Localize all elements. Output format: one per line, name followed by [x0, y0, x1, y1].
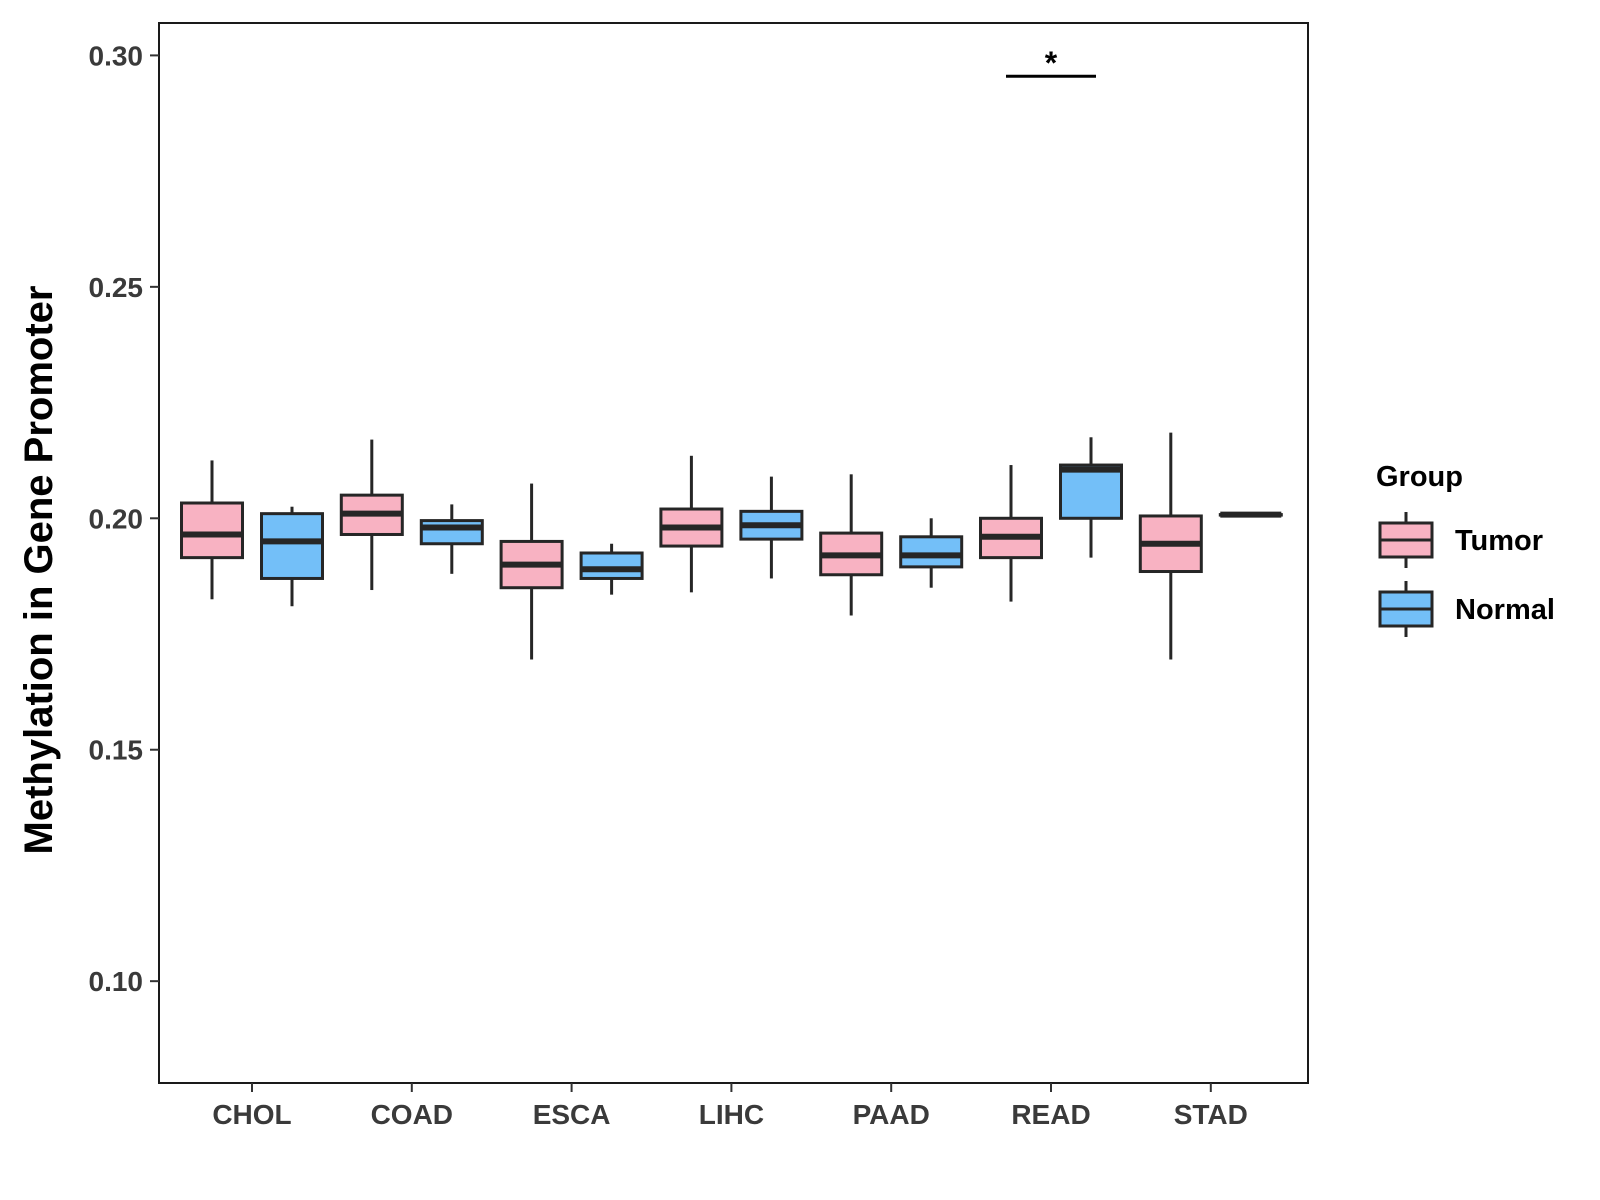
y-tick-label: 0.10: [89, 966, 144, 997]
box-normal-paad: [899, 518, 964, 588]
legend-key-normal: [1378, 581, 1434, 637]
box-normal-esca: [579, 543, 644, 595]
legend-label-tumor: Tumor: [1455, 525, 1543, 557]
annotations: *: [1006, 45, 1096, 81]
box-normal-coad: [419, 504, 484, 574]
x-tick-label: STAD: [1174, 1099, 1248, 1130]
x-tick-label: READ: [1011, 1099, 1090, 1130]
legend-key-tumor: [1378, 512, 1434, 568]
box-body: [899, 535, 964, 569]
x-tick-label: PAAD: [853, 1099, 930, 1130]
box-normal-lihc: [739, 476, 804, 579]
x-tick-label: CHOL: [212, 1099, 291, 1130]
legend-title: Group: [1376, 461, 1463, 493]
box-body: [419, 519, 484, 546]
plot-panel: [158, 22, 1309, 1084]
box-tumor-read: [979, 465, 1043, 602]
box-tumor-esca: [499, 483, 564, 660]
box-normal-chol: [260, 506, 324, 607]
box-tumor-stad: [1138, 432, 1203, 660]
box-normal-read: [1059, 437, 1123, 558]
y-axis-label: Methylation in Gene Promoter: [17, 286, 61, 855]
box-tumor-coad: [339, 439, 404, 591]
box-normal-stad: [1218, 511, 1283, 518]
y-tick-label: 0.20: [89, 503, 144, 534]
significance-star: *: [1045, 45, 1058, 81]
x-axis: CHOL COAD ESCA LIHC PAAD READ STAD: [212, 1083, 1248, 1130]
x-tick-label: ESCA: [533, 1099, 611, 1130]
box-body: [260, 512, 324, 580]
x-tick-label: COAD: [371, 1099, 453, 1130]
box-tumor-paad: [819, 474, 884, 616]
box-body: [180, 501, 244, 560]
y-axis: 0.10 0.15 0.20 0.25 0.30: [89, 40, 159, 997]
box-tumor-chol: [180, 460, 244, 600]
y-tick-label: 0.25: [89, 272, 144, 303]
x-tick-label: LIHC: [699, 1099, 764, 1130]
box-body: [1059, 463, 1123, 520]
boxes: [180, 432, 1283, 660]
y-tick-label: 0.15: [89, 735, 144, 766]
box-tumor-lihc: [659, 455, 724, 593]
box-body: [579, 551, 644, 580]
y-tick-label: 0.30: [89, 40, 144, 71]
legend-label-normal: Normal: [1455, 594, 1555, 626]
legend: Group Tumor Normal: [1376, 461, 1555, 637]
